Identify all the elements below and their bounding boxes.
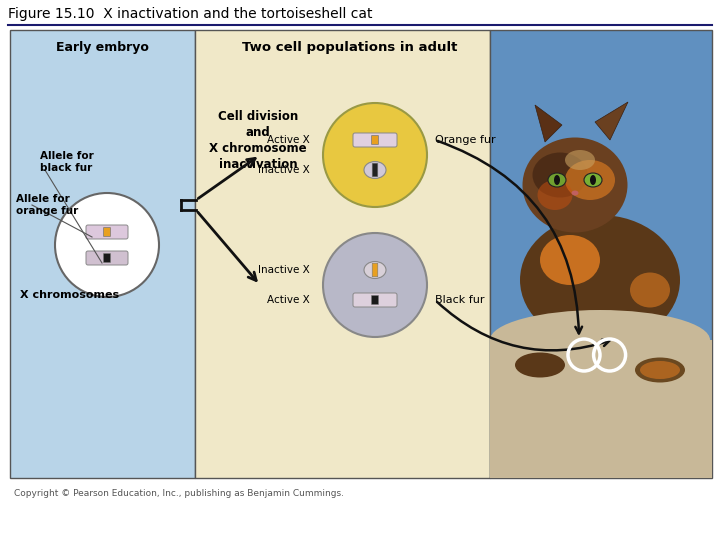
FancyBboxPatch shape — [372, 136, 379, 145]
Text: Two cell populations in adult: Two cell populations in adult — [243, 42, 458, 55]
Ellipse shape — [540, 235, 600, 285]
Ellipse shape — [635, 357, 685, 382]
Circle shape — [55, 193, 159, 297]
Text: X chromosomes: X chromosomes — [20, 290, 119, 300]
Text: Early embryo: Early embryo — [56, 42, 149, 55]
Ellipse shape — [572, 191, 578, 195]
Ellipse shape — [565, 150, 595, 170]
FancyBboxPatch shape — [104, 227, 110, 237]
Ellipse shape — [520, 215, 680, 345]
Text: Orange fur: Orange fur — [435, 135, 495, 145]
FancyBboxPatch shape — [86, 251, 128, 265]
Polygon shape — [595, 102, 628, 140]
Bar — [490, 30, 712, 478]
Text: Allele for
black fur: Allele for black fur — [40, 151, 94, 173]
FancyBboxPatch shape — [372, 163, 378, 177]
Ellipse shape — [364, 161, 386, 179]
Bar — [195, 30, 490, 478]
Text: Allele for
orange fur: Allele for orange fur — [16, 194, 78, 216]
Ellipse shape — [565, 160, 615, 200]
FancyBboxPatch shape — [353, 133, 397, 147]
Ellipse shape — [554, 175, 560, 185]
Ellipse shape — [533, 152, 588, 198]
FancyBboxPatch shape — [104, 253, 110, 262]
Text: Active X: Active X — [267, 135, 310, 145]
FancyBboxPatch shape — [372, 263, 378, 277]
Text: Active X: Active X — [267, 295, 310, 305]
Circle shape — [323, 233, 427, 337]
Ellipse shape — [630, 273, 670, 307]
FancyBboxPatch shape — [86, 225, 128, 239]
Ellipse shape — [584, 173, 602, 187]
Ellipse shape — [548, 173, 566, 187]
Text: Cell division
and
X chromosome
inactivation: Cell division and X chromosome inactivat… — [210, 110, 307, 171]
Ellipse shape — [515, 353, 565, 377]
Polygon shape — [535, 105, 562, 142]
Ellipse shape — [364, 261, 386, 279]
Circle shape — [323, 103, 427, 207]
Text: Inactive X: Inactive X — [258, 165, 310, 175]
Bar — [10, 30, 195, 478]
Text: Black fur: Black fur — [435, 295, 485, 305]
Ellipse shape — [490, 310, 710, 370]
Ellipse shape — [538, 180, 572, 210]
Text: Copyright © Pearson Education, Inc., publishing as Benjamin Cummings.: Copyright © Pearson Education, Inc., pub… — [14, 489, 344, 497]
Text: Figure 15.10  X inactivation and the tortoiseshell cat: Figure 15.10 X inactivation and the tort… — [8, 7, 372, 21]
FancyBboxPatch shape — [353, 293, 397, 307]
Ellipse shape — [590, 175, 596, 185]
FancyBboxPatch shape — [372, 295, 379, 305]
Text: Inactive X: Inactive X — [258, 265, 310, 275]
Polygon shape — [490, 340, 712, 478]
Ellipse shape — [640, 361, 680, 379]
Ellipse shape — [523, 138, 628, 233]
